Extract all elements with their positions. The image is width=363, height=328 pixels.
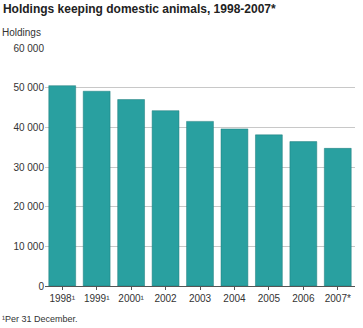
svg-text:0: 0 [38, 281, 44, 292]
svg-text:30 000: 30 000 [13, 162, 44, 173]
svg-text:2000¹: 2000¹ [118, 293, 144, 304]
svg-text:20 000: 20 000 [13, 201, 44, 212]
svg-text:2007*: 2007* [325, 293, 351, 304]
svg-text:2002: 2002 [154, 293, 177, 304]
svg-text:Holdings: Holdings [2, 27, 41, 38]
svg-text:2004: 2004 [223, 293, 246, 304]
svg-text:Holdings keeping domestic anim: Holdings keeping domestic animals, 1998-… [3, 2, 276, 16]
svg-text:¹Per 31 December.: ¹Per 31 December. [2, 314, 78, 324]
svg-text:2003: 2003 [189, 293, 212, 304]
svg-text:10 000: 10 000 [13, 241, 44, 252]
svg-text:50 000: 50 000 [13, 82, 44, 93]
svg-text:60 000: 60 000 [13, 43, 44, 54]
svg-text:1999¹: 1999¹ [84, 293, 110, 304]
svg-text:40 000: 40 000 [13, 122, 44, 133]
svg-text:2005: 2005 [258, 293, 281, 304]
svg-text:2006: 2006 [292, 293, 315, 304]
svg-text:1998¹: 1998¹ [49, 293, 75, 304]
